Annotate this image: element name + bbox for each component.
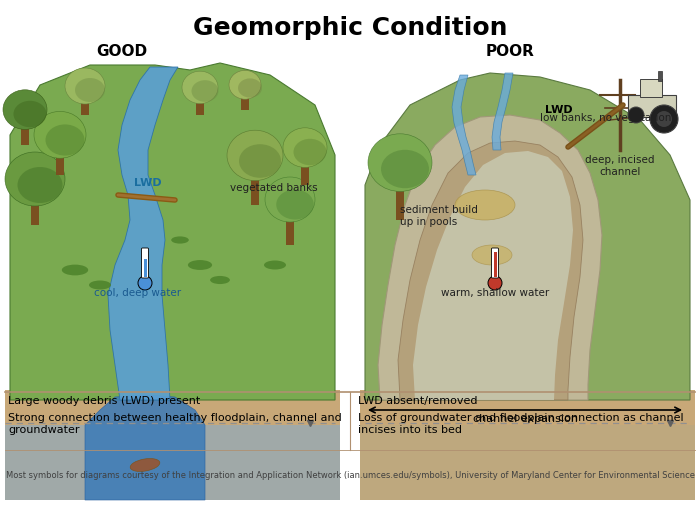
Bar [241, 97, 249, 111]
FancyBboxPatch shape [141, 248, 148, 278]
Bar [251, 176, 259, 206]
Text: LWD: LWD [134, 178, 162, 188]
Text: Most symbols for diagrams courtesy of the Integration and Application Network (i: Most symbols for diagrams courtesy of th… [6, 471, 694, 480]
Bar [494, 252, 496, 277]
Ellipse shape [18, 168, 62, 204]
Circle shape [628, 108, 644, 124]
Ellipse shape [276, 190, 314, 220]
Polygon shape [378, 116, 602, 400]
Bar [628, 96, 676, 118]
Ellipse shape [368, 134, 432, 192]
Ellipse shape [227, 131, 283, 181]
Bar [31, 200, 39, 226]
Bar [301, 164, 309, 186]
Ellipse shape [472, 245, 512, 266]
Text: sediment build
up in pools: sediment build up in pools [400, 205, 478, 226]
Ellipse shape [238, 79, 262, 98]
Bar [658, 72, 662, 82]
Polygon shape [10, 64, 335, 400]
Circle shape [650, 106, 678, 134]
Text: Strong connection between healthy floodplain, channel and
groundwater: Strong connection between healthy floodp… [8, 412, 342, 434]
Ellipse shape [13, 102, 46, 128]
Ellipse shape [192, 81, 218, 103]
Text: Geomorphic Condition: Geomorphic Condition [193, 16, 508, 40]
Text: GOOD: GOOD [97, 44, 148, 59]
Polygon shape [360, 390, 695, 500]
Circle shape [138, 276, 152, 290]
FancyBboxPatch shape [491, 248, 498, 278]
Ellipse shape [455, 190, 515, 221]
Bar [396, 186, 404, 221]
Bar [144, 260, 146, 277]
Polygon shape [5, 390, 340, 500]
Text: LWD absent/removed: LWD absent/removed [358, 395, 477, 405]
Ellipse shape [239, 145, 281, 178]
Ellipse shape [89, 281, 111, 290]
Ellipse shape [130, 459, 160, 472]
Polygon shape [108, 68, 178, 400]
Polygon shape [492, 74, 513, 150]
Text: cool, deep water: cool, deep water [94, 287, 181, 297]
Text: Loss of groundwater and floodplain connection as channel
incises into its bed: Loss of groundwater and floodplain conne… [358, 412, 684, 434]
Ellipse shape [265, 178, 315, 223]
Polygon shape [452, 76, 476, 176]
Ellipse shape [34, 112, 86, 159]
Ellipse shape [5, 153, 65, 207]
Bar [286, 218, 294, 245]
Ellipse shape [75, 79, 105, 103]
Bar [56, 154, 64, 176]
Ellipse shape [210, 276, 230, 284]
Text: low banks, no vegetation: low banks, no vegetation [540, 113, 671, 123]
Ellipse shape [229, 71, 261, 100]
Bar [196, 101, 204, 116]
Polygon shape [365, 74, 690, 400]
Polygon shape [360, 425, 695, 500]
Ellipse shape [46, 125, 85, 156]
Polygon shape [413, 152, 573, 400]
Ellipse shape [65, 69, 105, 105]
Ellipse shape [172, 237, 189, 244]
Bar [81, 101, 89, 116]
Ellipse shape [264, 261, 286, 270]
Ellipse shape [293, 139, 326, 166]
Ellipse shape [3, 90, 47, 130]
Polygon shape [85, 395, 205, 500]
Text: warm, shallow water: warm, shallow water [441, 287, 549, 297]
Ellipse shape [283, 129, 327, 168]
Bar [21, 126, 29, 146]
Polygon shape [5, 425, 340, 500]
Polygon shape [398, 142, 583, 400]
Text: Large woody debris (LWD) present: Large woody debris (LWD) present [8, 395, 200, 405]
Text: vegetated banks: vegetated banks [230, 183, 318, 192]
Ellipse shape [188, 261, 212, 270]
Circle shape [656, 112, 672, 128]
Ellipse shape [182, 72, 218, 105]
Circle shape [488, 276, 502, 290]
Text: LWD: LWD [545, 105, 573, 115]
Text: deep, incised
channel: deep, incised channel [585, 155, 654, 176]
Text: channel expansion: channel expansion [473, 413, 578, 423]
Ellipse shape [62, 265, 88, 276]
Ellipse shape [381, 150, 429, 189]
Bar [640, 80, 662, 98]
Text: POOR: POOR [486, 44, 534, 59]
